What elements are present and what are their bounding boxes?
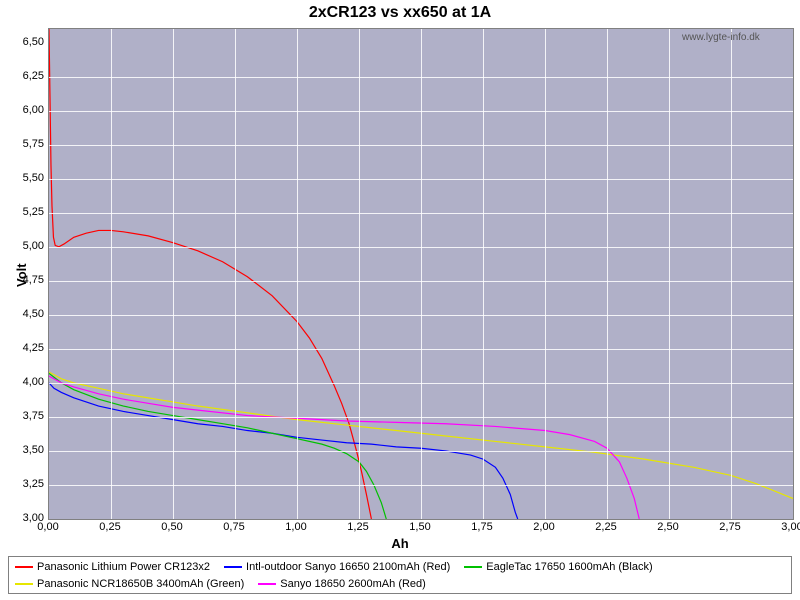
y-tick-label: 3,50 — [16, 444, 44, 456]
grid-line-v — [483, 29, 484, 519]
grid-line-v — [421, 29, 422, 519]
y-tick-label: 4,00 — [16, 376, 44, 388]
grid-line-v — [111, 29, 112, 519]
chart-container: 2xCR123 vs xx650 at 1A www.lygte-info.dk… — [0, 0, 800, 600]
x-axis-label: Ah — [0, 536, 800, 551]
legend-swatch — [258, 583, 276, 585]
x-tick-label: 1,00 — [285, 521, 306, 533]
legend-item: Panasonic Lithium Power CR123x2 — [15, 561, 210, 573]
x-tick-label: 0,50 — [161, 521, 182, 533]
grid-line-h — [49, 349, 793, 350]
y-tick-label: 5,25 — [16, 206, 44, 218]
grid-line-v — [669, 29, 670, 519]
y-tick-label: 4,75 — [16, 274, 44, 286]
watermark: www.lygte-info.dk — [682, 32, 760, 43]
grid-line-h — [49, 77, 793, 78]
y-tick-label: 5,75 — [16, 138, 44, 150]
x-tick-label: 1,25 — [347, 521, 368, 533]
grid-line-v — [731, 29, 732, 519]
grid-line-h — [49, 111, 793, 112]
y-tick-label: 6,00 — [16, 104, 44, 116]
x-tick-label: 1,75 — [471, 521, 492, 533]
grid-line-h — [49, 179, 793, 180]
legend-label: Intl-outdoor Sanyo 16650 2100mAh (Red) — [246, 561, 450, 573]
x-tick-label: 2,50 — [657, 521, 678, 533]
series-line — [49, 373, 386, 519]
x-tick-label: 2,25 — [595, 521, 616, 533]
y-tick-label: 6,25 — [16, 70, 44, 82]
x-tick-label: 2,00 — [533, 521, 554, 533]
y-tick-label: 3,00 — [16, 512, 44, 524]
grid-line-h — [49, 213, 793, 214]
y-tick-label: 4,50 — [16, 308, 44, 320]
legend-label: Panasonic NCR18650B 3400mAh (Green) — [37, 578, 244, 590]
grid-line-h — [49, 247, 793, 248]
grid-line-v — [235, 29, 236, 519]
plot-area — [48, 28, 794, 520]
legend: Panasonic Lithium Power CR123x2 Intl-outd… — [8, 556, 792, 594]
x-tick-label: 0,75 — [223, 521, 244, 533]
grid-line-v — [297, 29, 298, 519]
legend-label: EagleTac 17650 1600mAh (Black) — [486, 561, 652, 573]
legend-label: Sanyo 18650 2600mAh (Red) — [280, 578, 426, 590]
legend-item: Sanyo 18650 2600mAh (Red) — [258, 578, 426, 590]
legend-swatch — [15, 566, 33, 568]
chart-title: 2xCR123 vs xx650 at 1A — [0, 4, 800, 22]
x-tick-label: 3,00 — [781, 521, 800, 533]
legend-item: Panasonic NCR18650B 3400mAh (Green) — [15, 578, 244, 590]
grid-line-v — [173, 29, 174, 519]
grid-line-v — [545, 29, 546, 519]
legend-item: Intl-outdoor Sanyo 16650 2100mAh (Red) — [224, 561, 450, 573]
legend-swatch — [224, 566, 242, 568]
legend-label: Panasonic Lithium Power CR123x2 — [37, 561, 210, 573]
grid-line-h — [49, 145, 793, 146]
grid-line-h — [49, 281, 793, 282]
legend-swatch — [464, 566, 482, 568]
y-tick-label: 4,25 — [16, 342, 44, 354]
x-tick-label: 2,75 — [719, 521, 740, 533]
legend-swatch — [15, 583, 33, 585]
x-tick-label: 0,25 — [99, 521, 120, 533]
y-tick-label: 3,75 — [16, 410, 44, 422]
y-tick-label: 5,00 — [16, 240, 44, 252]
y-tick-label: 5,50 — [16, 172, 44, 184]
grid-line-v — [607, 29, 608, 519]
grid-line-h — [49, 383, 793, 384]
legend-item: EagleTac 17650 1600mAh (Black) — [464, 561, 652, 573]
grid-line-h — [49, 451, 793, 452]
grid-line-h — [49, 417, 793, 418]
grid-line-h — [49, 485, 793, 486]
y-tick-label: 3,25 — [16, 478, 44, 490]
grid-line-h — [49, 315, 793, 316]
x-tick-label: 1,50 — [409, 521, 430, 533]
grid-line-v — [359, 29, 360, 519]
series-line — [49, 29, 371, 519]
y-tick-label: 6,50 — [16, 36, 44, 48]
